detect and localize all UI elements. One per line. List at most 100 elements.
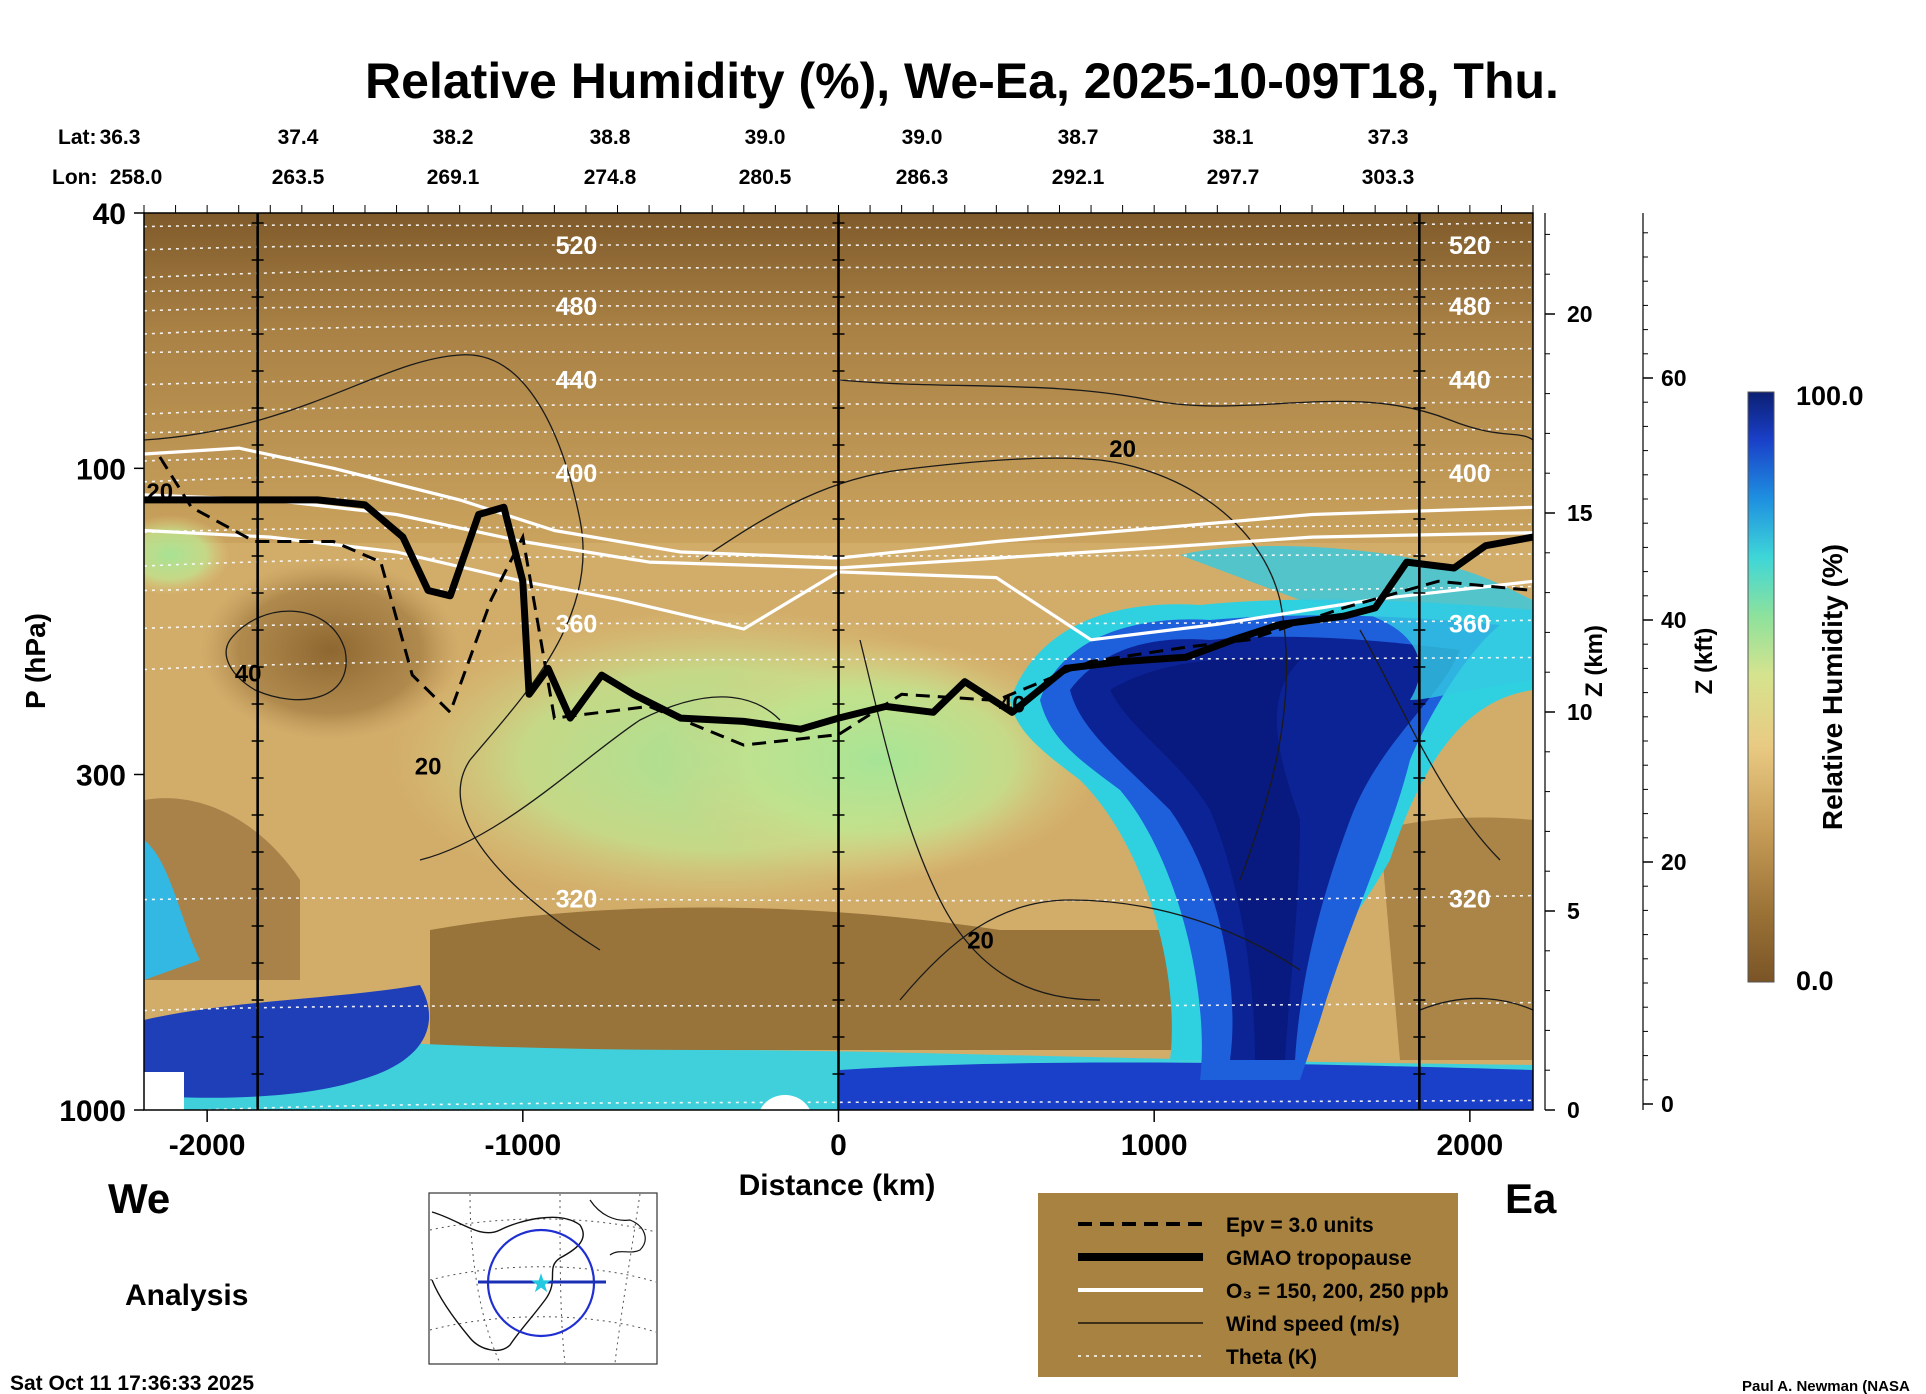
wind-label: 20	[415, 753, 442, 780]
inset-map-star-icon: ★	[529, 1268, 552, 1298]
inset-map-grid	[429, 1193, 657, 1364]
wind-contour	[144, 354, 601, 951]
wind-contour	[859, 639, 1101, 1001]
chart-title: Relative Humidity (%), We-Ea, 2025-10-09…	[365, 53, 1559, 109]
ozone-contours	[144, 446, 1533, 642]
ozone-contour-150	[144, 446, 1533, 560]
legend-label: GMAO tropopause	[1226, 1247, 1412, 1270]
lat-value: 39.0	[745, 126, 786, 149]
lon-value: 280.5	[739, 166, 792, 189]
lon-value: 292.1	[1052, 166, 1105, 189]
rh-dry-core	[200, 560, 460, 740]
z-km-tick-label: 15	[1567, 500, 1593, 526]
y-tick-label: 1000	[59, 1095, 126, 1128]
legend-items: Epv = 3.0 units GMAO tropopause O₃ = 150, …	[1078, 1214, 1449, 1369]
lat-value: 38.2	[433, 126, 474, 149]
rh-bl-blue-right	[840, 1062, 1533, 1110]
theta-label: 360	[556, 610, 598, 638]
z-km-tick-label: 5	[1567, 898, 1580, 924]
wind-label: 20	[967, 927, 994, 954]
rh-dry-right	[1380, 817, 1533, 1060]
theta-label: 320	[1449, 886, 1491, 914]
timestamp: Sat Oct 11 17:36:33 2025	[10, 1372, 254, 1394]
wind-label: 40	[999, 691, 1026, 718]
lat-value: 39.0	[902, 126, 943, 149]
theta-label: 520	[1449, 232, 1491, 260]
rh-white-ground	[144, 1072, 184, 1110]
inset-map-coastline-2	[589, 1199, 646, 1256]
tropopause-line	[144, 496, 1533, 733]
z-km-title: Z (km)	[1581, 625, 1608, 697]
inset-map-coastline	[431, 1211, 584, 1352]
x-tick-label: -2000	[169, 1129, 246, 1162]
rh-plume-core	[1110, 658, 1300, 1060]
rh-left-cyan	[144, 840, 200, 980]
lon-value: 263.5	[272, 166, 325, 189]
rh-dry-lower	[430, 907, 1220, 1050]
theta-label: 320	[556, 886, 598, 914]
lon-label: Lon:	[52, 166, 97, 189]
theta-label: 440	[1449, 367, 1491, 395]
x-tick-label: 2000	[1436, 1129, 1503, 1162]
colorbar-min-label: 0.0	[1796, 966, 1834, 996]
y-tick-label: 100	[76, 453, 126, 486]
colorbar-max-label: 100.0	[1796, 381, 1864, 411]
legend-label: Epv = 3.0 units	[1226, 1214, 1374, 1237]
section-lines	[251, 213, 1426, 1110]
z-km-tick-label: 10	[1567, 699, 1593, 725]
y-axis-title: P (hPa)	[20, 613, 51, 709]
ozone-contour-250	[144, 528, 1533, 642]
lon-value: 297.7	[1207, 166, 1260, 189]
theta-label: 400	[1449, 460, 1491, 488]
contour-overlays: 520 480 440 400 360 320 520 480 440 400 360 320 20 4…	[144, 221, 1533, 1110]
lon-value: 274.8	[584, 166, 637, 189]
z-kft-tick-label: 60	[1661, 365, 1687, 391]
legend-label: Theta (K)	[1226, 1346, 1317, 1369]
theta-label: 440	[556, 367, 598, 395]
credit: Paul A. Newman (NASA	[1742, 1378, 1910, 1394]
legend-label: Wind speed (m/s)	[1226, 1313, 1400, 1336]
y-tick-label: 300	[76, 759, 126, 792]
analysis-label: Analysis	[125, 1279, 248, 1312]
lat-value: 36.3	[100, 126, 141, 149]
theta-labels: 520 480 440 400 360 320 520 480 440 400 360 320	[556, 232, 1491, 914]
lat-value: 38.1	[1213, 126, 1254, 149]
theta-label: 480	[556, 293, 598, 321]
theta-label: 400	[556, 460, 598, 488]
direction-west: We	[108, 1175, 170, 1222]
tropopause-contour	[144, 496, 1533, 733]
direction-east: Ea	[1505, 1175, 1557, 1222]
lon-value: 303.3	[1362, 166, 1415, 189]
legend-label: O₃ = 150, 200, 250 ppb	[1226, 1280, 1449, 1303]
wind-contour	[1419, 997, 1533, 1011]
theta-label: 360	[1449, 610, 1491, 638]
rh-bl-blue-left	[144, 985, 430, 1098]
lat-value: 38.8	[590, 126, 631, 149]
wind-contour	[419, 696, 781, 861]
colorbar: 100.0 0.0 Relative Humidity (%)	[1747, 381, 1864, 996]
colorbar-gradient	[1747, 391, 1775, 983]
x-tick-label: 1000	[1121, 1129, 1188, 1162]
z-km-tick-label: 20	[1567, 301, 1593, 327]
wind-contour	[225, 610, 347, 701]
lon-value: 269.1	[427, 166, 480, 189]
z-kft-tick-label: 0	[1661, 1091, 1674, 1117]
theta-label: 480	[1449, 293, 1491, 321]
lon-value: 258.0	[110, 166, 163, 189]
wind-label: 20	[146, 479, 173, 506]
lat-value: 37.4	[278, 126, 319, 149]
legend: Epv = 3.0 units GMAO tropopause O₃ = 150, …	[1038, 1193, 1458, 1377]
rh-trop-cyan	[1180, 545, 1533, 700]
theta-label: 520	[556, 232, 598, 260]
wind-contour	[1359, 629, 1501, 861]
wind-contour	[899, 899, 1301, 1001]
inset-map: ★	[428, 1192, 658, 1365]
lat-value: 38.7	[1058, 126, 1099, 149]
wind-label: 20	[1109, 436, 1136, 463]
wind-speed-contours	[144, 354, 1533, 1011]
lon-value: 286.3	[896, 166, 949, 189]
y-tick-label: 40	[93, 198, 126, 231]
rh-green-left	[144, 515, 230, 595]
